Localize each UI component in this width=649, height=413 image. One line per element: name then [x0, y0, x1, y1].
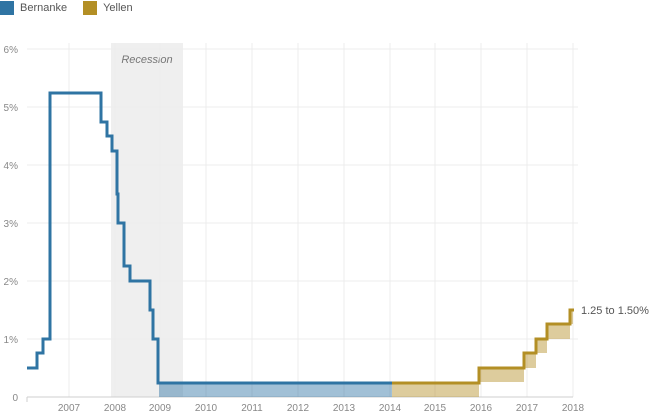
svg-text:4%: 4%: [4, 161, 19, 172]
legend-item-bernanke[interactable]: Bernanke: [0, 1, 67, 15]
bernanke-swatch-icon: [0, 1, 14, 15]
svg-text:6%: 6%: [4, 45, 19, 56]
recession-band: [111, 43, 183, 397]
svg-text:1%: 1%: [4, 335, 19, 346]
y-axis: 6% 5% 4% 3% 2% 1% 0: [4, 45, 19, 404]
svg-text:5%: 5%: [4, 103, 19, 114]
yellen-swatch-icon: [83, 1, 98, 15]
svg-text:2010: 2010: [195, 403, 218, 413]
bernanke-line: [27, 91, 392, 385]
legend-label: Bernanke: [20, 2, 68, 14]
legend: Bernanke Yellen: [0, 0, 149, 16]
svg-text:3%: 3%: [4, 219, 19, 230]
svg-text:2016: 2016: [470, 403, 493, 413]
yellen-range-bands: [392, 310, 573, 397]
svg-text:2%: 2%: [4, 277, 19, 288]
svg-text:2007: 2007: [58, 403, 81, 413]
svg-text:2012: 2012: [287, 403, 310, 413]
recession-label: Recession: [121, 54, 172, 66]
svg-text:2014: 2014: [379, 403, 402, 413]
legend-item-yellen[interactable]: Yellen: [83, 1, 133, 15]
svg-text:2015: 2015: [424, 403, 447, 413]
legend-label: Yellen: [103, 2, 133, 14]
x-axis: 2007 2008 2009 2010 2011 2012 2013 2014 …: [58, 403, 585, 413]
svg-text:2008: 2008: [104, 403, 127, 413]
svg-text:0: 0: [12, 393, 18, 404]
bernanke-range-band: [159, 382, 392, 397]
x-gridlines: [68, 43, 574, 397]
current-rate-annotation: 1.25 to 1.50%: [581, 305, 649, 317]
svg-text:2011: 2011: [241, 403, 263, 413]
y-gridlines: [27, 48, 578, 340]
svg-text:2009: 2009: [149, 403, 172, 413]
svg-text:2018: 2018: [562, 403, 585, 413]
svg-text:2017: 2017: [516, 403, 539, 413]
yellen-line: [392, 308, 574, 385]
svg-text:2013: 2013: [333, 403, 356, 413]
